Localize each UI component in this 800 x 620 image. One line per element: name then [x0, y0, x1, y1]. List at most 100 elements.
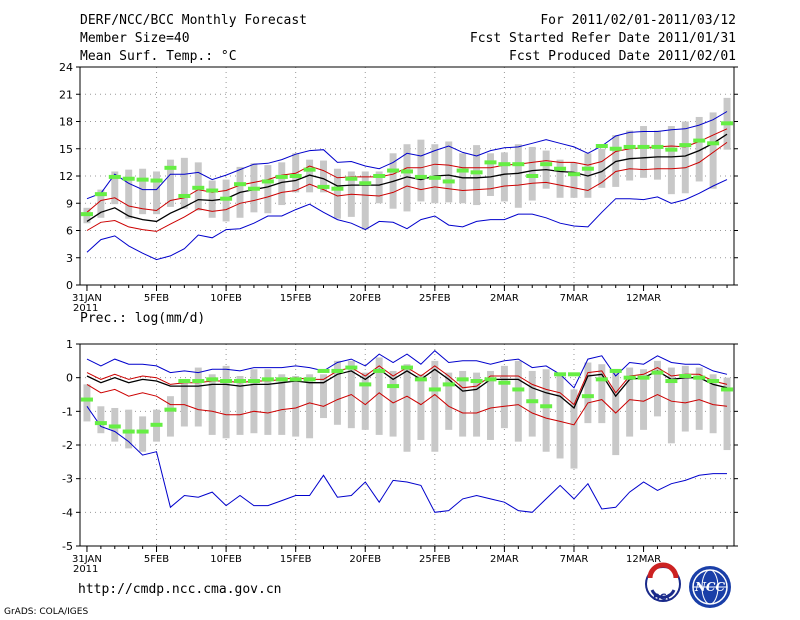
chart-title: DERF/NCC/BCC Monthly Forecast	[80, 13, 307, 28]
prec-ensemble-marker	[359, 382, 372, 387]
prec-ensemble-marker	[401, 365, 413, 370]
prec-ensemble-marker	[595, 377, 608, 382]
prec-range-box	[389, 370, 397, 437]
prec-line-min	[86, 406, 727, 513]
temp-ensemble-marker	[373, 174, 386, 178]
temp-ensemble-marker	[401, 169, 413, 174]
temp-range-box	[111, 171, 119, 205]
temp-xtick-label: 15FEB	[280, 293, 312, 304]
temp-range-box	[361, 171, 369, 230]
temp-ensemble-marker	[526, 174, 539, 178]
temp-xtick-label: 7MAR	[560, 293, 589, 304]
temp-range-box	[431, 144, 439, 204]
temp-ensemble-marker	[345, 176, 358, 181]
temp-ensemble-marker	[651, 144, 664, 149]
temp-ensemble-marker	[108, 174, 121, 179]
prec-ensemble-marker	[540, 404, 553, 409]
prec-xtick-label: 15FEB	[280, 554, 312, 565]
temp-ensemble-marker	[665, 147, 678, 152]
temp-ensemble-marker	[567, 172, 580, 177]
prec-ensemble-marker	[178, 379, 191, 384]
temp-range-box	[264, 165, 272, 214]
prec-ensemble-marker	[164, 407, 177, 412]
prec-range-box	[166, 396, 174, 437]
prec-ytick-label: -4	[62, 506, 73, 519]
temp-range-box	[125, 169, 133, 219]
variable-label: Mean Surf. Temp.: °C	[80, 49, 237, 64]
temp-ensemble-marker	[414, 174, 427, 179]
temp-line-max	[86, 111, 728, 200]
prec-range-box	[333, 360, 341, 425]
temp-range-box	[417, 139, 425, 202]
temp-ensemble-marker	[581, 166, 594, 171]
prec-xtick-label: 2MAR	[490, 554, 519, 565]
temp-range-box	[528, 146, 536, 201]
temp-ytick-label: 0	[66, 279, 73, 292]
prec-range-box	[320, 374, 327, 419]
prec-range-box	[264, 369, 272, 435]
temp-ensemble-marker	[192, 185, 205, 190]
temp-xtick-label: 31JAN	[72, 293, 102, 304]
prec-range-box	[473, 372, 481, 437]
prec-ensemble-marker	[136, 429, 149, 434]
prec-range-box	[681, 365, 689, 432]
temp-xtick-year: 2011	[73, 303, 98, 314]
temp-range-box	[681, 121, 689, 194]
temp-ensemble-marker	[721, 121, 734, 126]
prec-range-box	[695, 367, 703, 430]
prec-ensemble-marker	[234, 379, 247, 384]
prec-range-box	[500, 365, 508, 429]
prec-line-spread-lower	[86, 383, 728, 426]
prec-ytick-label: -5	[62, 540, 73, 553]
temp-ytick-label: 12	[59, 170, 73, 183]
ncc-logo-icon: NCC	[689, 566, 731, 608]
prec-ensemble-marker	[414, 377, 427, 382]
ncc-logo-text: NCC	[694, 580, 726, 594]
temp-ensemble-marker	[693, 138, 706, 143]
prec-range-box	[514, 360, 522, 442]
prec-range-box	[542, 369, 550, 452]
temp-range-box	[667, 126, 675, 195]
prec-xtick-year: 2011	[73, 564, 98, 575]
prec-range-box	[667, 367, 675, 444]
temp-range-box	[640, 126, 648, 178]
prec-range-box	[97, 406, 105, 434]
temp-ensemble-marker	[442, 179, 455, 184]
temp-ensemble-marker	[637, 144, 650, 149]
prec-ensemble-marker	[220, 379, 233, 384]
prec-ensemble-marker	[192, 379, 205, 384]
prec-ensemble-marker	[484, 377, 497, 382]
prec-ensemble-marker	[94, 421, 107, 426]
prec-range-box	[361, 372, 369, 430]
temp-range-box	[445, 141, 453, 203]
temp-ensemble-marker	[303, 167, 316, 172]
prec-ensemble-marker	[80, 397, 93, 402]
prec-ensemble-marker	[498, 380, 511, 385]
temp-range-box	[320, 160, 327, 193]
prec-range-box	[194, 367, 202, 427]
grads-credit: GrADS: COLA/IGES	[4, 607, 89, 617]
prec-range-box	[570, 389, 578, 469]
prec-ytick-label: 0	[66, 372, 73, 385]
prec-range-box	[222, 365, 230, 439]
temp-xtick-label: 5FEB	[144, 293, 169, 304]
prec-range-box	[375, 357, 383, 435]
temp-xtick-label: 20FEB	[349, 293, 381, 304]
temp-range-box	[333, 168, 341, 219]
temp-range-box	[473, 145, 481, 206]
prec-ensemble-marker	[623, 375, 636, 380]
temp-ensemble-marker	[136, 177, 149, 182]
prec-range-box	[403, 364, 411, 452]
temp-ytick-label: 21	[59, 88, 73, 101]
footer-url[interactable]: http://cmdp.ncc.cma.gov.cn	[78, 582, 282, 597]
temp-xtick-label: 12MAR	[626, 293, 661, 304]
temp-range-box	[709, 112, 717, 189]
prec-range-box	[180, 379, 188, 427]
prec-ensemble-marker	[442, 382, 455, 387]
temp-ensemble-marker	[679, 143, 692, 148]
temp-range-box	[180, 157, 188, 209]
temp-ensemble-marker	[289, 174, 302, 178]
temp-range-box	[166, 159, 174, 207]
